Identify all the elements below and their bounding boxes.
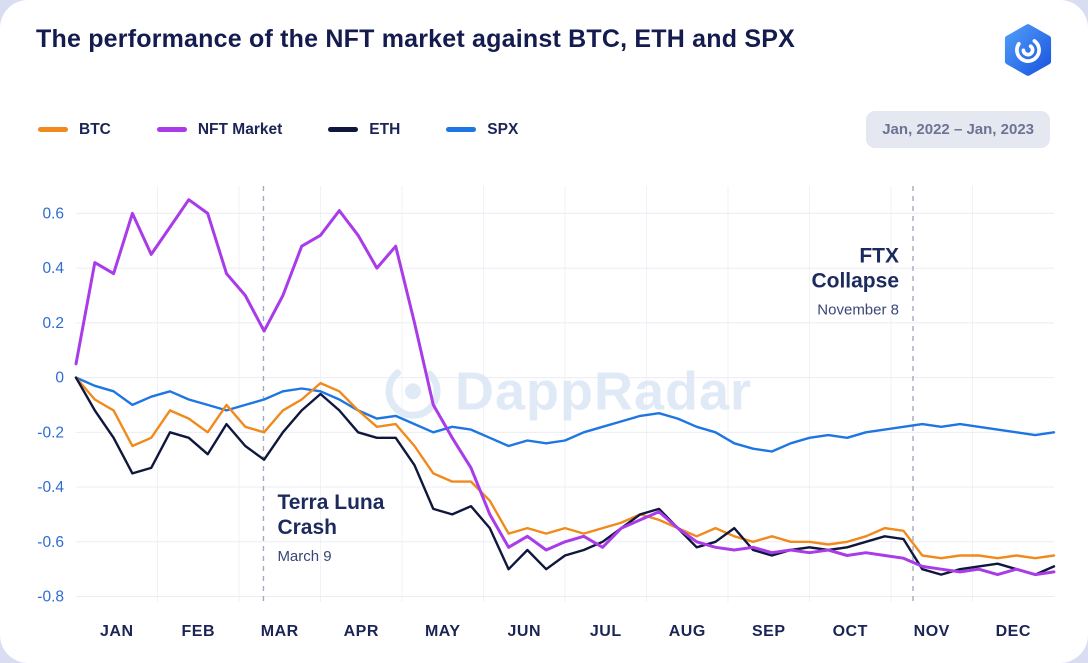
legend-item-btc[interactable]: BTC bbox=[38, 121, 111, 139]
series-line-eth bbox=[74, 376, 1056, 576]
svg-text:-0.6: -0.6 bbox=[37, 534, 64, 551]
svg-text:0.2: 0.2 bbox=[42, 315, 64, 332]
svg-text:FEB: FEB bbox=[182, 623, 216, 640]
dappradar-logo-icon bbox=[1004, 24, 1052, 81]
svg-text:FTX: FTX bbox=[859, 245, 899, 268]
legend-item-spx[interactable]: SPX bbox=[446, 121, 518, 139]
series-line-btc bbox=[74, 376, 1056, 560]
svg-text:Terra Luna: Terra Luna bbox=[277, 491, 384, 514]
performance-chart: 0.6 0.4 0.2 0 -0.2 -0.4 -0.6 -0.8 DappRadar Terra… bbox=[37, 186, 1056, 640]
series-line-nft-market bbox=[74, 198, 1056, 577]
legend-item-eth[interactable]: ETH bbox=[328, 121, 400, 139]
legend-item-nft-market[interactable]: NFT Market bbox=[156, 120, 283, 139]
nft-market-line-swatch bbox=[156, 127, 187, 132]
svg-text:JAN: JAN bbox=[100, 623, 134, 640]
svg-text:MAY: MAY bbox=[425, 623, 461, 640]
legend-label-nft-market: NFT Market bbox=[197, 120, 283, 138]
svg-text:MAR: MAR bbox=[261, 623, 299, 640]
svg-text:AUG: AUG bbox=[669, 623, 706, 640]
svg-text:Crash: Crash bbox=[277, 516, 337, 539]
svg-text:JUL: JUL bbox=[590, 623, 622, 640]
svg-text:0.4: 0.4 bbox=[42, 260, 64, 277]
watermark: DappRadar bbox=[385, 361, 752, 421]
legend-label-btc: BTC bbox=[79, 120, 111, 138]
spx-line-swatch bbox=[446, 127, 477, 132]
svg-text:March 9: March 9 bbox=[277, 548, 331, 565]
date-range-badge[interactable]: Jan, 2022 – Jan, 2023 bbox=[866, 111, 1050, 148]
chart-legend: BTC NFT Market ETH SPX bbox=[38, 121, 518, 139]
svg-text:-0.4: -0.4 bbox=[37, 479, 64, 496]
chart-area: 0.6 0.4 0.2 0 -0.2 -0.4 -0.6 -0.8 DappRadar Terra… bbox=[24, 172, 1064, 650]
svg-text:DEC: DEC bbox=[996, 623, 1031, 640]
svg-text:DappRadar: DappRadar bbox=[455, 361, 752, 421]
svg-text:SEP: SEP bbox=[752, 623, 786, 640]
svg-text:OCT: OCT bbox=[833, 623, 868, 640]
legend-row: BTC NFT Market ETH SPX Jan, 2022 – Jan, … bbox=[0, 81, 1088, 148]
eth-line-swatch bbox=[328, 127, 359, 132]
legend-label-eth: ETH bbox=[369, 120, 401, 138]
svg-text:November 8: November 8 bbox=[817, 302, 899, 319]
page-title: The performance of the NFT market agains… bbox=[36, 25, 795, 53]
header: The performance of the NFT market agains… bbox=[0, 0, 1088, 81]
svg-text:Collapse: Collapse bbox=[811, 270, 899, 293]
legend-label-spx: SPX bbox=[487, 120, 519, 138]
svg-text:-0.8: -0.8 bbox=[37, 589, 64, 606]
series-line-spx bbox=[74, 376, 1056, 453]
btc-line-swatch bbox=[38, 127, 68, 132]
svg-text:APR: APR bbox=[344, 623, 379, 640]
svg-text:0.6: 0.6 bbox=[42, 205, 64, 222]
svg-text:-0.2: -0.2 bbox=[37, 424, 64, 441]
svg-text:0: 0 bbox=[55, 370, 64, 387]
svg-text:JUN: JUN bbox=[507, 623, 541, 640]
svg-text:NOV: NOV bbox=[914, 623, 950, 640]
